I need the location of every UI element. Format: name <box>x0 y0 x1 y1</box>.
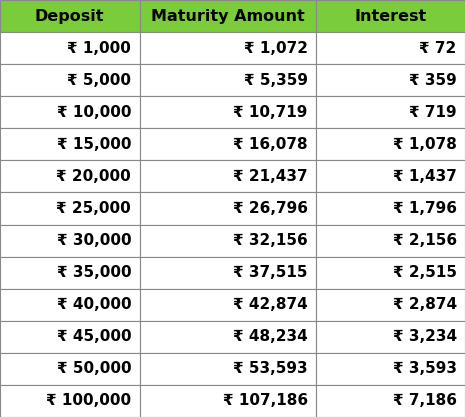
Text: ₹ 48,234: ₹ 48,234 <box>233 329 308 344</box>
Bar <box>0 128 140 161</box>
Text: ₹ 100,000: ₹ 100,000 <box>46 394 131 409</box>
Bar <box>0 385 140 417</box>
Bar <box>316 289 465 321</box>
Bar <box>316 0 465 32</box>
Bar <box>0 353 140 385</box>
Bar <box>140 0 316 32</box>
Text: ₹ 32,156: ₹ 32,156 <box>233 233 308 248</box>
Text: ₹ 3,234: ₹ 3,234 <box>392 329 457 344</box>
Text: Interest: Interest <box>354 8 427 23</box>
Bar <box>140 193 316 224</box>
Bar <box>316 64 465 96</box>
Text: ₹ 53,593: ₹ 53,593 <box>233 362 308 377</box>
Bar <box>316 385 465 417</box>
Bar <box>0 0 140 32</box>
Text: ₹ 20,000: ₹ 20,000 <box>56 169 131 184</box>
Bar <box>0 161 140 193</box>
Text: ₹ 5,359: ₹ 5,359 <box>244 73 308 88</box>
Bar <box>140 321 316 353</box>
Text: ₹ 2,156: ₹ 2,156 <box>392 233 457 248</box>
Text: Deposit: Deposit <box>35 8 105 23</box>
Bar <box>140 256 316 289</box>
Bar <box>316 161 465 193</box>
Text: ₹ 21,437: ₹ 21,437 <box>233 169 308 184</box>
Text: ₹ 10,719: ₹ 10,719 <box>233 105 308 120</box>
Bar <box>140 161 316 193</box>
Text: ₹ 2,874: ₹ 2,874 <box>392 297 457 312</box>
Bar <box>0 224 140 256</box>
Text: ₹ 42,874: ₹ 42,874 <box>233 297 308 312</box>
Bar <box>0 96 140 128</box>
Text: ₹ 107,186: ₹ 107,186 <box>223 394 308 409</box>
Text: ₹ 1,796: ₹ 1,796 <box>392 201 457 216</box>
Bar <box>316 96 465 128</box>
Text: ₹ 5,000: ₹ 5,000 <box>67 73 131 88</box>
Text: Maturity Amount: Maturity Amount <box>151 8 305 23</box>
Bar <box>316 32 465 64</box>
Text: ₹ 35,000: ₹ 35,000 <box>57 265 131 280</box>
Bar <box>0 32 140 64</box>
Text: ₹ 15,000: ₹ 15,000 <box>57 137 131 152</box>
Bar <box>316 353 465 385</box>
Text: ₹ 1,000: ₹ 1,000 <box>67 40 131 55</box>
Text: ₹ 45,000: ₹ 45,000 <box>57 329 131 344</box>
Bar <box>140 32 316 64</box>
Bar <box>0 321 140 353</box>
Text: ₹ 2,515: ₹ 2,515 <box>392 265 457 280</box>
Text: ₹ 3,593: ₹ 3,593 <box>392 362 457 377</box>
Bar <box>0 193 140 224</box>
Bar <box>140 224 316 256</box>
Text: ₹ 359: ₹ 359 <box>409 73 457 88</box>
Text: ₹ 1,072: ₹ 1,072 <box>244 40 308 55</box>
Bar <box>316 128 465 161</box>
Text: ₹ 10,000: ₹ 10,000 <box>57 105 131 120</box>
Bar <box>316 256 465 289</box>
Bar <box>316 321 465 353</box>
Text: ₹ 30,000: ₹ 30,000 <box>57 233 131 248</box>
Bar <box>140 128 316 161</box>
Text: ₹ 72: ₹ 72 <box>419 40 457 55</box>
Bar <box>316 224 465 256</box>
Bar <box>140 385 316 417</box>
Bar <box>140 289 316 321</box>
Text: ₹ 1,437: ₹ 1,437 <box>393 169 457 184</box>
Text: ₹ 37,515: ₹ 37,515 <box>233 265 308 280</box>
Bar <box>140 64 316 96</box>
Bar <box>140 96 316 128</box>
Text: ₹ 26,796: ₹ 26,796 <box>233 201 308 216</box>
Text: ₹ 7,186: ₹ 7,186 <box>392 394 457 409</box>
Text: ₹ 40,000: ₹ 40,000 <box>57 297 131 312</box>
Bar <box>316 193 465 224</box>
Text: ₹ 25,000: ₹ 25,000 <box>56 201 131 216</box>
Bar <box>0 64 140 96</box>
Text: ₹ 50,000: ₹ 50,000 <box>57 362 131 377</box>
Text: ₹ 1,078: ₹ 1,078 <box>393 137 457 152</box>
Bar <box>0 289 140 321</box>
Text: ₹ 719: ₹ 719 <box>409 105 457 120</box>
Bar <box>140 353 316 385</box>
Bar <box>0 256 140 289</box>
Text: ₹ 16,078: ₹ 16,078 <box>233 137 308 152</box>
